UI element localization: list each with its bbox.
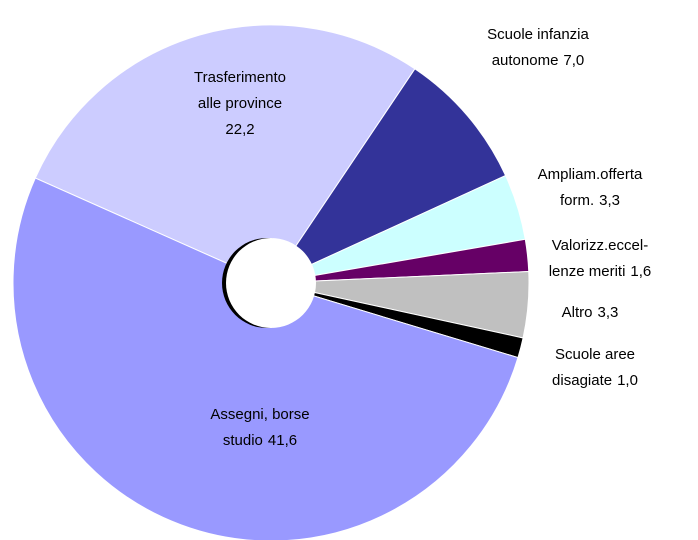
value-label: 1,6 <box>630 263 651 280</box>
slice-label: Scuole infanzia autonome 7,0 <box>487 26 589 69</box>
value-label: 22,2 <box>225 121 254 138</box>
slice <box>34 24 416 284</box>
label-line: Valorizz.eccel- <box>552 237 648 254</box>
label-line: disagiate <box>552 372 612 389</box>
label-line: Altro <box>562 304 593 321</box>
label-line: Scuole infanzia <box>487 26 589 43</box>
slice-label: Assegni, borse studio 41,6 <box>210 406 309 449</box>
label-line: Ampliam.offerta <box>538 166 643 183</box>
label-line: Scuole aree <box>555 346 635 363</box>
value-label: 7,0 <box>563 52 584 69</box>
label-line: autonome <box>492 52 559 69</box>
value-label: 41,6 <box>268 432 297 449</box>
slice <box>269 68 507 285</box>
slice-label: Trasferimento alle province 22,2 <box>194 69 286 138</box>
value-label: 3,3 <box>599 192 620 209</box>
slice-label: Altro 3,3 <box>562 304 619 321</box>
value-label: 1,0 <box>617 372 638 389</box>
label-line: form. <box>560 192 594 209</box>
label-line: Assegni, borse <box>210 406 309 423</box>
slice-label: Scuole aree disagiate 1,0 <box>552 346 638 389</box>
slice <box>12 177 519 540</box>
slice-label: Valorizz.eccel-lenze meriti 1,6 <box>549 237 652 280</box>
value-label: 3,3 <box>597 304 618 321</box>
slice-label: Ampliam.offerta form. 3,3 <box>538 166 643 209</box>
label-line: studio <box>223 432 263 449</box>
label-line: lenze meriti <box>549 263 626 280</box>
donut-hole <box>226 238 316 328</box>
label-line: alle province <box>198 95 282 112</box>
label-line: Trasferimento <box>194 69 286 86</box>
